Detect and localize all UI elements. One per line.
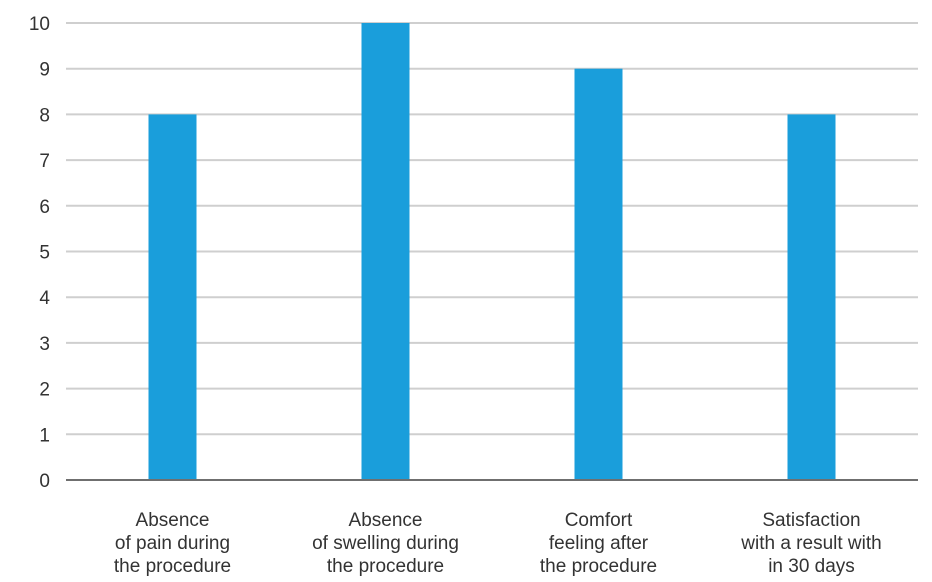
x-category-label: with a result with	[740, 533, 881, 554]
gridlines	[66, 22, 918, 436]
x-category-label: feeling after	[549, 533, 649, 554]
x-category-label: of swelling during	[312, 533, 459, 554]
bars	[148, 23, 836, 481]
x-category-label: of pain during	[115, 533, 230, 554]
bar	[574, 68, 623, 480]
bar	[148, 114, 197, 481]
x-category-label: the procedure	[327, 556, 444, 577]
x-category-label: the procedure	[114, 556, 231, 577]
x-category-label: Comfort	[565, 510, 633, 531]
y-tick-label: 2	[39, 380, 50, 401]
x-category-label: Satisfaction	[762, 510, 860, 531]
x-category-label: the procedure	[540, 556, 657, 577]
y-tick-label: 7	[39, 151, 50, 172]
y-tick-label: 3	[39, 334, 50, 355]
bar	[361, 23, 410, 480]
y-tick-label: 10	[29, 14, 50, 35]
y-tick-label: 6	[39, 197, 50, 218]
bar	[787, 114, 836, 481]
y-tick-label: 1	[39, 425, 50, 446]
y-axis-ticks: 0 1 2 3 4 5 6 7 8 9 10	[29, 14, 51, 492]
y-tick-label: 4	[39, 288, 50, 309]
y-tick-label: 9	[39, 60, 50, 81]
x-category-label: Absence	[136, 510, 210, 531]
y-tick-label: 0	[39, 471, 50, 492]
y-tick-label: 8	[39, 105, 50, 126]
y-tick-label: 5	[39, 243, 50, 264]
x-category-label: in 30 days	[768, 556, 855, 577]
x-category-label: Absence	[349, 510, 423, 531]
